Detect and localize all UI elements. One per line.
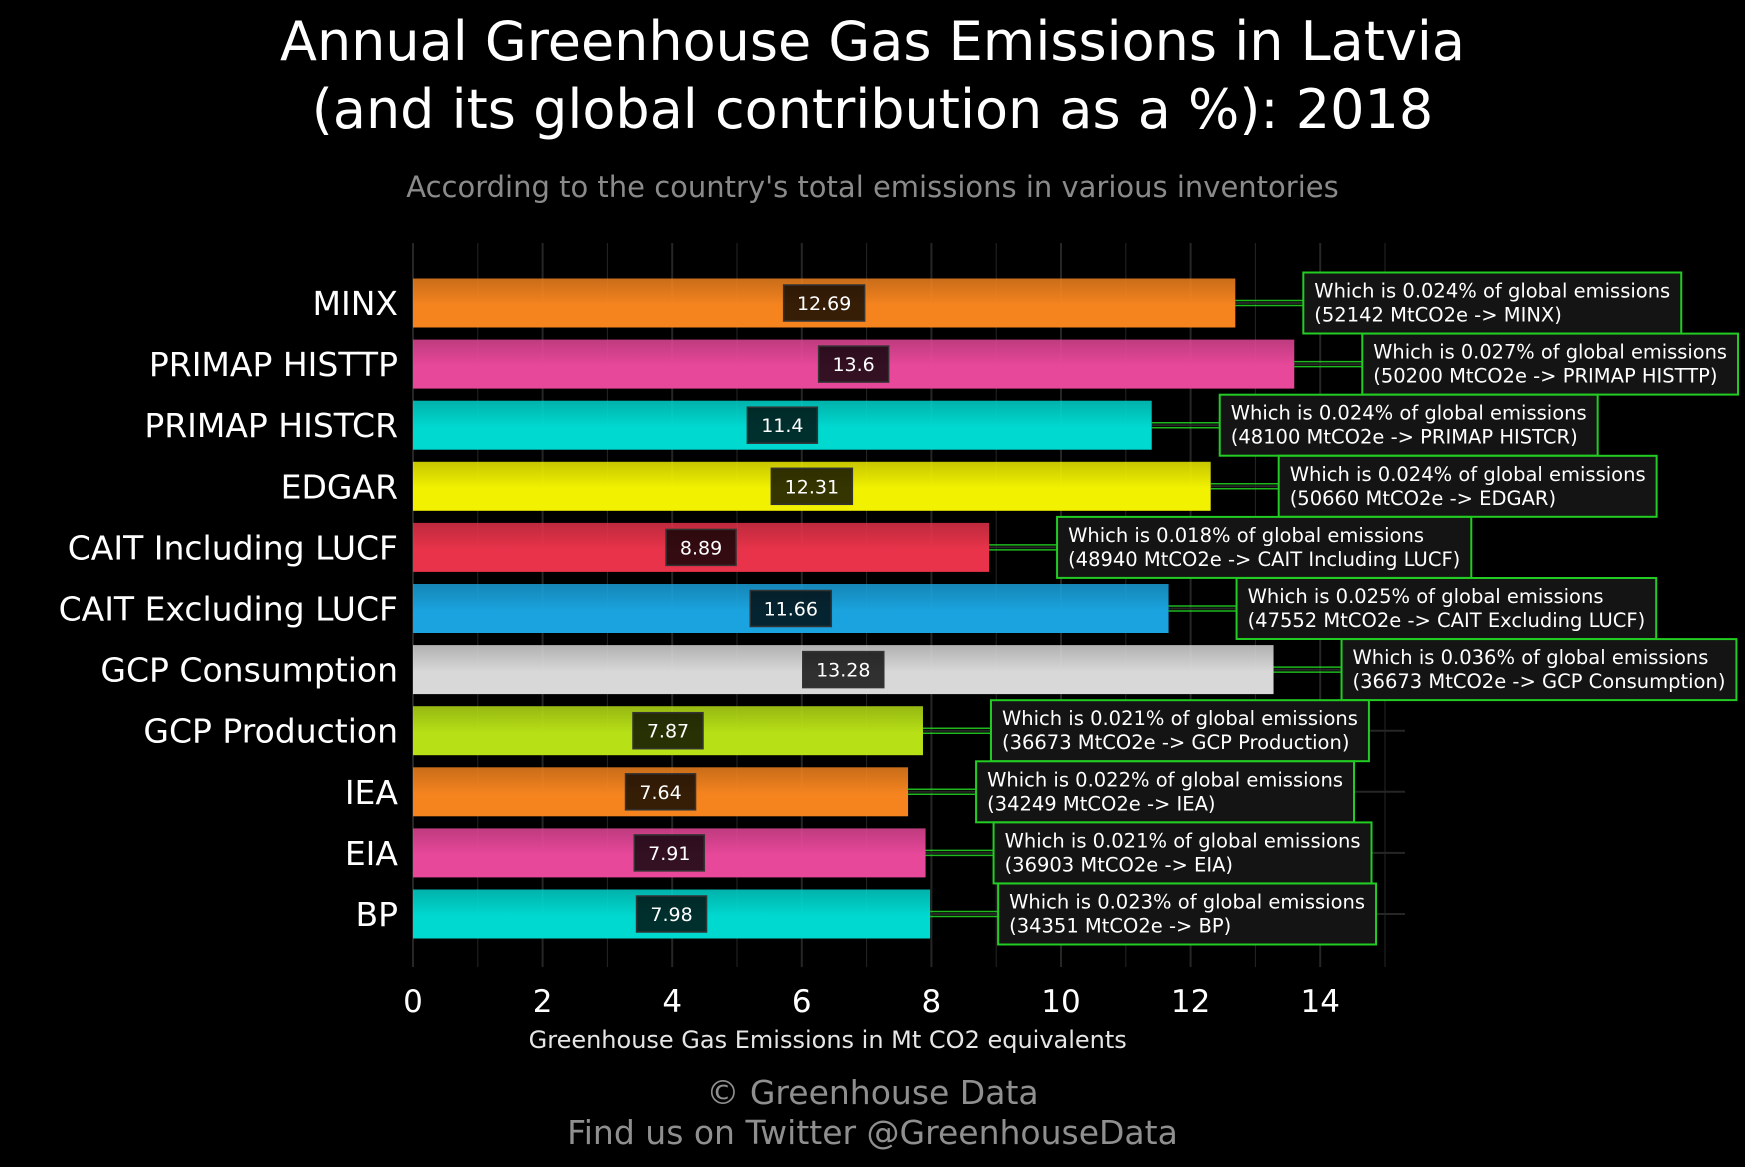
category-label: PRIMAP HISTTP <box>149 345 398 384</box>
bars: 12.69 13.6 11.4 12.31 8.89 11.66 13.28 7.87 7.64… <box>413 278 1295 939</box>
annotation-box <box>1361 332 1740 396</box>
annotation-line1: Which is 0.027% of global emissions <box>1373 341 1727 364</box>
annotation-6: Which is 0.036% of global emissions(3667… <box>1273 638 1738 702</box>
annotation-line2: (52142 MtCO2e -> MINX) <box>1314 304 1562 327</box>
category-label: CAIT Excluding LUCF <box>59 590 398 629</box>
annotation-line2: (47552 MtCO2e -> CAIT Excluding LUCF) <box>1248 609 1646 632</box>
category-label: MINX <box>313 284 399 323</box>
annotation-line2: (50660 MtCO2e -> EDGAR) <box>1290 487 1556 510</box>
annotation-10: Which is 0.023% of global emissions(3435… <box>930 882 1378 946</box>
value-label: 7.98 <box>650 904 692 926</box>
annotation-0: Which is 0.024% of global emissions(5214… <box>1235 271 1683 335</box>
value-label: 13.28 <box>816 660 870 682</box>
annotation-1: Which is 0.027% of global emissions(5020… <box>1294 332 1740 396</box>
value-label-box <box>746 406 819 444</box>
value-label: 11.4 <box>761 415 803 437</box>
category-label: EDGAR <box>281 467 398 506</box>
x-tick-label: 12 <box>1171 984 1210 1020</box>
category-label: EIA <box>345 834 399 873</box>
value-label-box <box>632 711 704 750</box>
annotation-line2: (50200 MtCO2e -> PRIMAP HISTTP) <box>1373 365 1717 388</box>
annotation-line1: Which is 0.024% of global emissions <box>1314 280 1670 303</box>
footer-copyright: © Greenhouse Data <box>706 1073 1039 1112</box>
annotation-line1: Which is 0.018% of global emissions <box>1068 524 1424 547</box>
category-label: CAIT Including LUCF <box>68 528 398 567</box>
annotations: Which is 0.024% of global emissions(5214… <box>908 271 1740 946</box>
value-label: 12.31 <box>785 476 839 498</box>
category-label: BP <box>355 895 398 934</box>
x-tick-label: 0 <box>403 984 423 1020</box>
annotation-4: Which is 0.018% of global emissions(4894… <box>989 515 1473 579</box>
annotation-box <box>1056 515 1473 579</box>
value-label: 7.91 <box>648 843 690 865</box>
annotation-line2: (48100 MtCO2e -> PRIMAP HISTCR) <box>1231 426 1578 449</box>
annotation-line2: (36673 MtCO2e -> GCP Consumption) <box>1353 670 1726 693</box>
annotation-box <box>1277 454 1658 518</box>
x-tick-label: 4 <box>662 984 682 1020</box>
value-label-box <box>802 650 885 689</box>
annotation-line1: Which is 0.023% of global emissions <box>1009 891 1365 914</box>
category-label: GCP Production <box>143 712 398 751</box>
annotation-box <box>1235 577 1658 640</box>
annotation-line1: Which is 0.025% of global emissions <box>1248 585 1604 608</box>
x-axis-ticks: 0 2 4 6 8 10 12 14 <box>403 984 1340 1020</box>
annotation-line1: Which is 0.022% of global emissions <box>987 768 1343 791</box>
annotation-line2: (48940 MtCO2e -> CAIT Including LUCF) <box>1068 548 1460 571</box>
value-label: 7.87 <box>647 721 689 743</box>
annotation-box <box>989 699 1370 763</box>
value-label: 8.89 <box>680 537 722 559</box>
annotation-box <box>1302 271 1683 335</box>
annotation-box <box>975 760 1356 824</box>
value-label: 13.6 <box>832 354 874 376</box>
chart-subtitle: According to the country's total emissio… <box>406 170 1339 204</box>
x-tick-label: 2 <box>533 984 553 1020</box>
value-label: 12.69 <box>797 293 851 315</box>
annotation-9: Which is 0.021% of global emissions(3690… <box>925 821 1373 885</box>
annotation-box <box>992 821 1373 885</box>
annotation-line1: Which is 0.024% of global emissions <box>1290 463 1646 486</box>
chart-title-line1: Annual Greenhouse Gas Emissions in Latvi… <box>280 10 1465 73</box>
annotation-line1: Which is 0.021% of global emissions <box>1002 707 1358 730</box>
annotation-5: Which is 0.025% of global emissions(4755… <box>1168 577 1658 640</box>
annotation-line2: (34351 MtCO2e -> BP) <box>1009 915 1231 938</box>
x-tick-label: 8 <box>922 984 942 1020</box>
value-label: 7.64 <box>639 782 681 804</box>
value-label-box <box>665 528 737 567</box>
value-label-box <box>749 589 833 628</box>
annotation-box <box>1218 393 1599 457</box>
category-label: PRIMAP HISTCR <box>144 406 398 445</box>
annotation-line2: (36903 MtCO2e -> EIA) <box>1005 853 1233 876</box>
annotation-8: Which is 0.022% of global emissions(3424… <box>908 760 1356 824</box>
annotation-line1: Which is 0.036% of global emissions <box>1353 646 1709 669</box>
category-label: GCP Consumption <box>100 651 398 690</box>
value-label-box <box>770 467 854 506</box>
annotation-line1: Which is 0.024% of global emissions <box>1231 402 1587 425</box>
annotation-box <box>1340 638 1738 702</box>
category-label: IEA <box>345 773 399 812</box>
annotation-line1: Which is 0.021% of global emissions <box>1005 829 1361 852</box>
x-tick-label: 6 <box>792 984 812 1020</box>
annotation-3: Which is 0.024% of global emissions(5066… <box>1210 454 1658 518</box>
x-tick-label: 14 <box>1300 984 1339 1020</box>
x-tick-label: 10 <box>1041 984 1080 1020</box>
x-axis-label: Greenhouse Gas Emissions in Mt CO2 equiv… <box>529 1026 1127 1054</box>
value-label-box <box>635 895 708 933</box>
annotation-line2: (34249 MtCO2e -> IEA) <box>987 792 1215 815</box>
value-label-box <box>633 834 706 872</box>
value-label-box <box>817 345 890 383</box>
category-labels: MINX PRIMAP HISTTP PRIMAP HISTCR EDGAR CAIT … <box>59 284 399 934</box>
chart-title-line2: (and its global contribution as a %): 20… <box>311 78 1434 141</box>
annotation-box <box>997 882 1378 946</box>
annotation-line2: (36673 MtCO2e -> GCP Production) <box>1002 731 1350 754</box>
value-label: 11.66 <box>764 599 818 621</box>
value-label-box <box>782 284 866 322</box>
value-label-box <box>624 773 697 811</box>
annotation-7: Which is 0.021% of global emissions(3667… <box>922 699 1370 763</box>
bar-chart: 12.69 13.6 11.4 12.31 8.89 11.66 13.28 7.87 7.64… <box>59 243 1740 1054</box>
footer-twitter: Find us on Twitter @GreenhouseData <box>567 1113 1178 1152</box>
annotation-2: Which is 0.024% of global emissions(4810… <box>1151 393 1599 457</box>
